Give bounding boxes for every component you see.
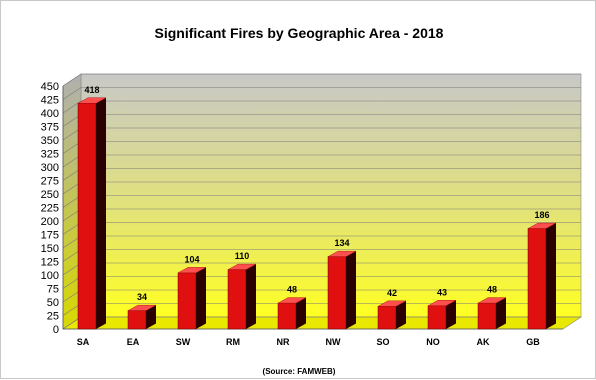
bar-side (296, 297, 306, 329)
y-tick-label: 425 (41, 95, 59, 107)
y-tick-label: 375 (41, 122, 59, 134)
y-tick-label: 225 (41, 203, 59, 215)
data-label: 48 (487, 285, 497, 295)
bar-side (346, 251, 356, 329)
y-tick-label: 300 (41, 162, 59, 174)
bar (327, 256, 347, 330)
y-tick-label: 50 (47, 297, 59, 309)
x-tick-label: NW (326, 337, 341, 347)
bar-top (177, 267, 207, 274)
y-tick-label: 0 (53, 324, 59, 336)
x-tick-label: NO (426, 337, 440, 347)
bar (527, 228, 547, 330)
y-tick-label: 275 (41, 176, 59, 188)
bar (477, 302, 497, 330)
y-tick-label: 100 (41, 270, 59, 282)
gridline (62, 100, 581, 114)
bar (277, 302, 297, 330)
x-tick-label: RM (226, 337, 240, 347)
data-label: 104 (184, 254, 199, 264)
y-tick-label: 125 (41, 257, 59, 269)
y-tick-label: 175 (41, 230, 59, 242)
y-tick-label: 150 (41, 243, 59, 255)
x-tick-label: SO (376, 337, 389, 347)
y-tick-label: 75 (47, 284, 59, 296)
data-label: 34 (137, 292, 147, 302)
data-label: 418 (84, 85, 99, 95)
bar-side (246, 264, 256, 329)
bar-top (277, 297, 307, 304)
bar-top (77, 97, 107, 104)
y-tick-label: 200 (41, 216, 59, 228)
y-tick-label: 450 (41, 81, 59, 93)
bar (177, 272, 197, 330)
bar-top (477, 297, 507, 304)
gridline (62, 87, 581, 100)
bar-side (396, 300, 406, 329)
y-tick-label: 250 (41, 189, 59, 201)
bar-side (146, 305, 156, 329)
bar (427, 305, 447, 330)
data-label: 42 (387, 288, 397, 298)
data-label: 43 (437, 287, 447, 297)
y-tick-label: 25 (47, 311, 59, 323)
bar-side (96, 97, 106, 329)
x-tick-label: GB (526, 337, 540, 347)
bar-top (227, 263, 257, 270)
y-tick-label: 400 (41, 108, 59, 120)
gridline (62, 73, 581, 87)
data-label: 186 (534, 210, 549, 220)
x-tick-label: NR (277, 337, 290, 347)
chart-title: Significant Fires by Geographic Area - 2… (155, 25, 444, 41)
bar-top (427, 300, 457, 306)
bar-top (377, 300, 407, 307)
data-label: 48 (287, 285, 297, 295)
bar-top (327, 250, 357, 257)
bar-side (446, 300, 456, 329)
bar (77, 103, 97, 330)
bar (127, 310, 147, 330)
bar-side (496, 297, 506, 329)
bar-side (546, 223, 556, 329)
y-tick-label: 350 (41, 135, 59, 147)
x-tick-label: SA (77, 337, 90, 347)
data-label: 134 (334, 238, 349, 248)
x-tick-label: SW (176, 337, 191, 347)
bar-top (127, 304, 157, 311)
x-tick-label: AK (477, 337, 490, 347)
y-tick-label: 325 (41, 149, 59, 161)
chart-source: (Source: FAMWEB) (263, 367, 336, 376)
data-label: 110 (235, 251, 250, 261)
bar (227, 269, 247, 330)
bar (377, 306, 397, 330)
bar-side (196, 267, 206, 329)
x-tick-label: EA (127, 337, 140, 347)
bar-top (527, 222, 557, 229)
